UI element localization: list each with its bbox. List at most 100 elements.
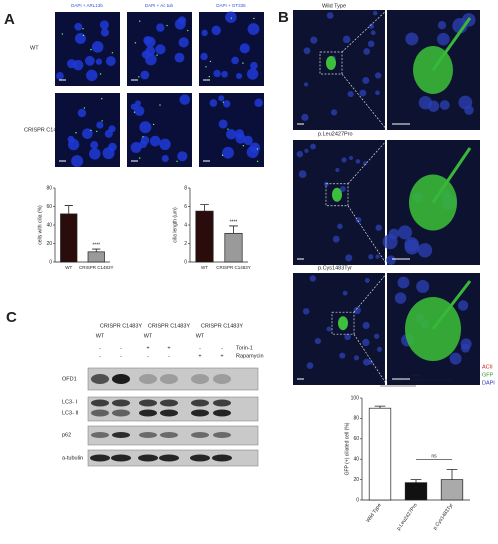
nucleus — [362, 161, 368, 166]
nucleus — [304, 148, 309, 154]
band — [160, 409, 178, 417]
nucleus — [301, 113, 309, 121]
bar — [60, 213, 78, 263]
nucleus — [235, 133, 246, 144]
zoom-box — [325, 183, 349, 207]
nucleus — [178, 37, 189, 48]
cilium — [209, 60, 212, 63]
panel-label: A — [4, 11, 15, 28]
cilium — [133, 111, 136, 113]
x-tick-label: CRISPR C1483Y — [216, 265, 251, 270]
band — [91, 374, 109, 384]
nucleus — [71, 155, 84, 168]
nucleus — [363, 48, 371, 55]
nucleus — [341, 157, 347, 163]
legend-label: ACII — [482, 364, 493, 370]
micrograph — [293, 273, 385, 385]
row-label: p.Leu2427Pro — [318, 131, 353, 137]
neuron — [332, 187, 342, 202]
nucleus — [397, 276, 410, 289]
cilium — [99, 73, 102, 75]
cilium — [82, 28, 84, 30]
nucleus — [398, 225, 413, 240]
nucleus — [250, 61, 258, 70]
band — [213, 432, 231, 438]
band — [213, 409, 231, 417]
nucleus — [247, 23, 260, 35]
neuron-process — [431, 17, 472, 71]
nucleus — [96, 121, 104, 129]
nucleus — [130, 141, 142, 153]
band — [191, 409, 209, 417]
cilium — [166, 24, 168, 27]
nucleus — [108, 125, 116, 133]
nucleus — [452, 18, 468, 34]
nucleus — [134, 105, 145, 116]
y-tick-label: 20 — [353, 477, 359, 483]
y-tick-label: 60 — [46, 204, 52, 210]
nucleus — [326, 12, 334, 19]
stain-label: DAPI + Ac tub — [145, 3, 174, 8]
error-bar — [374, 405, 386, 409]
y-tick-label: 60 — [353, 436, 359, 442]
y-tick-label: 8 — [184, 185, 187, 191]
band — [190, 454, 210, 462]
nucleus — [174, 52, 185, 63]
nucleus — [355, 159, 361, 164]
nucleus — [201, 29, 208, 37]
nucleus — [359, 89, 367, 97]
zoom-box — [331, 311, 355, 335]
nucleus — [226, 129, 237, 140]
nucleus — [326, 326, 332, 332]
treatment-sign: - — [168, 353, 170, 359]
legend-label: GFP — [482, 372, 494, 378]
nucleus — [209, 99, 218, 107]
cilium — [230, 17, 233, 19]
lane-label: CRISPR C1483Y — [100, 323, 143, 329]
nucleus — [134, 100, 141, 107]
cilium — [208, 75, 210, 78]
band — [91, 409, 109, 417]
nucleus — [99, 20, 109, 30]
nucleus — [416, 279, 430, 294]
cilium — [176, 160, 178, 163]
y-tick-label: 4 — [184, 222, 187, 228]
nucleus — [91, 41, 104, 53]
bar — [87, 251, 105, 263]
nucleus — [296, 150, 304, 158]
band — [160, 399, 178, 407]
nucleus — [362, 321, 370, 330]
significance: ns — [431, 454, 437, 460]
nucleus — [105, 56, 116, 66]
nucleus — [339, 352, 346, 359]
nucleus — [310, 143, 316, 150]
blot-label: a-tubulin — [62, 455, 83, 461]
significance: **** — [92, 242, 100, 248]
nucleus — [376, 346, 383, 352]
cilium — [138, 76, 140, 78]
nucleus — [149, 135, 161, 147]
cilium — [242, 62, 244, 64]
x-tick-label: p.Cys1483Tyr — [432, 502, 455, 531]
band — [91, 432, 109, 438]
band — [160, 374, 178, 384]
cilium — [205, 66, 207, 68]
blot-label: LC3- I — [62, 399, 77, 405]
treatment-sign: - — [221, 345, 223, 351]
nucleus — [394, 292, 407, 304]
nucleus — [213, 69, 221, 78]
zoom-line — [341, 73, 388, 131]
nucleus — [211, 25, 221, 36]
neuron — [338, 316, 348, 331]
row-label: Wild Type — [322, 3, 346, 9]
nucleus — [218, 95, 225, 102]
nucleus — [239, 43, 250, 54]
nucleus — [56, 72, 64, 80]
cilium — [221, 154, 224, 156]
cilium — [101, 120, 103, 122]
x-tick-label: Wild Type — [365, 502, 383, 524]
nucleus — [309, 275, 316, 282]
micrograph — [293, 140, 385, 265]
band — [138, 454, 158, 462]
y-axis-label: cells with cilia (%) — [37, 205, 43, 245]
